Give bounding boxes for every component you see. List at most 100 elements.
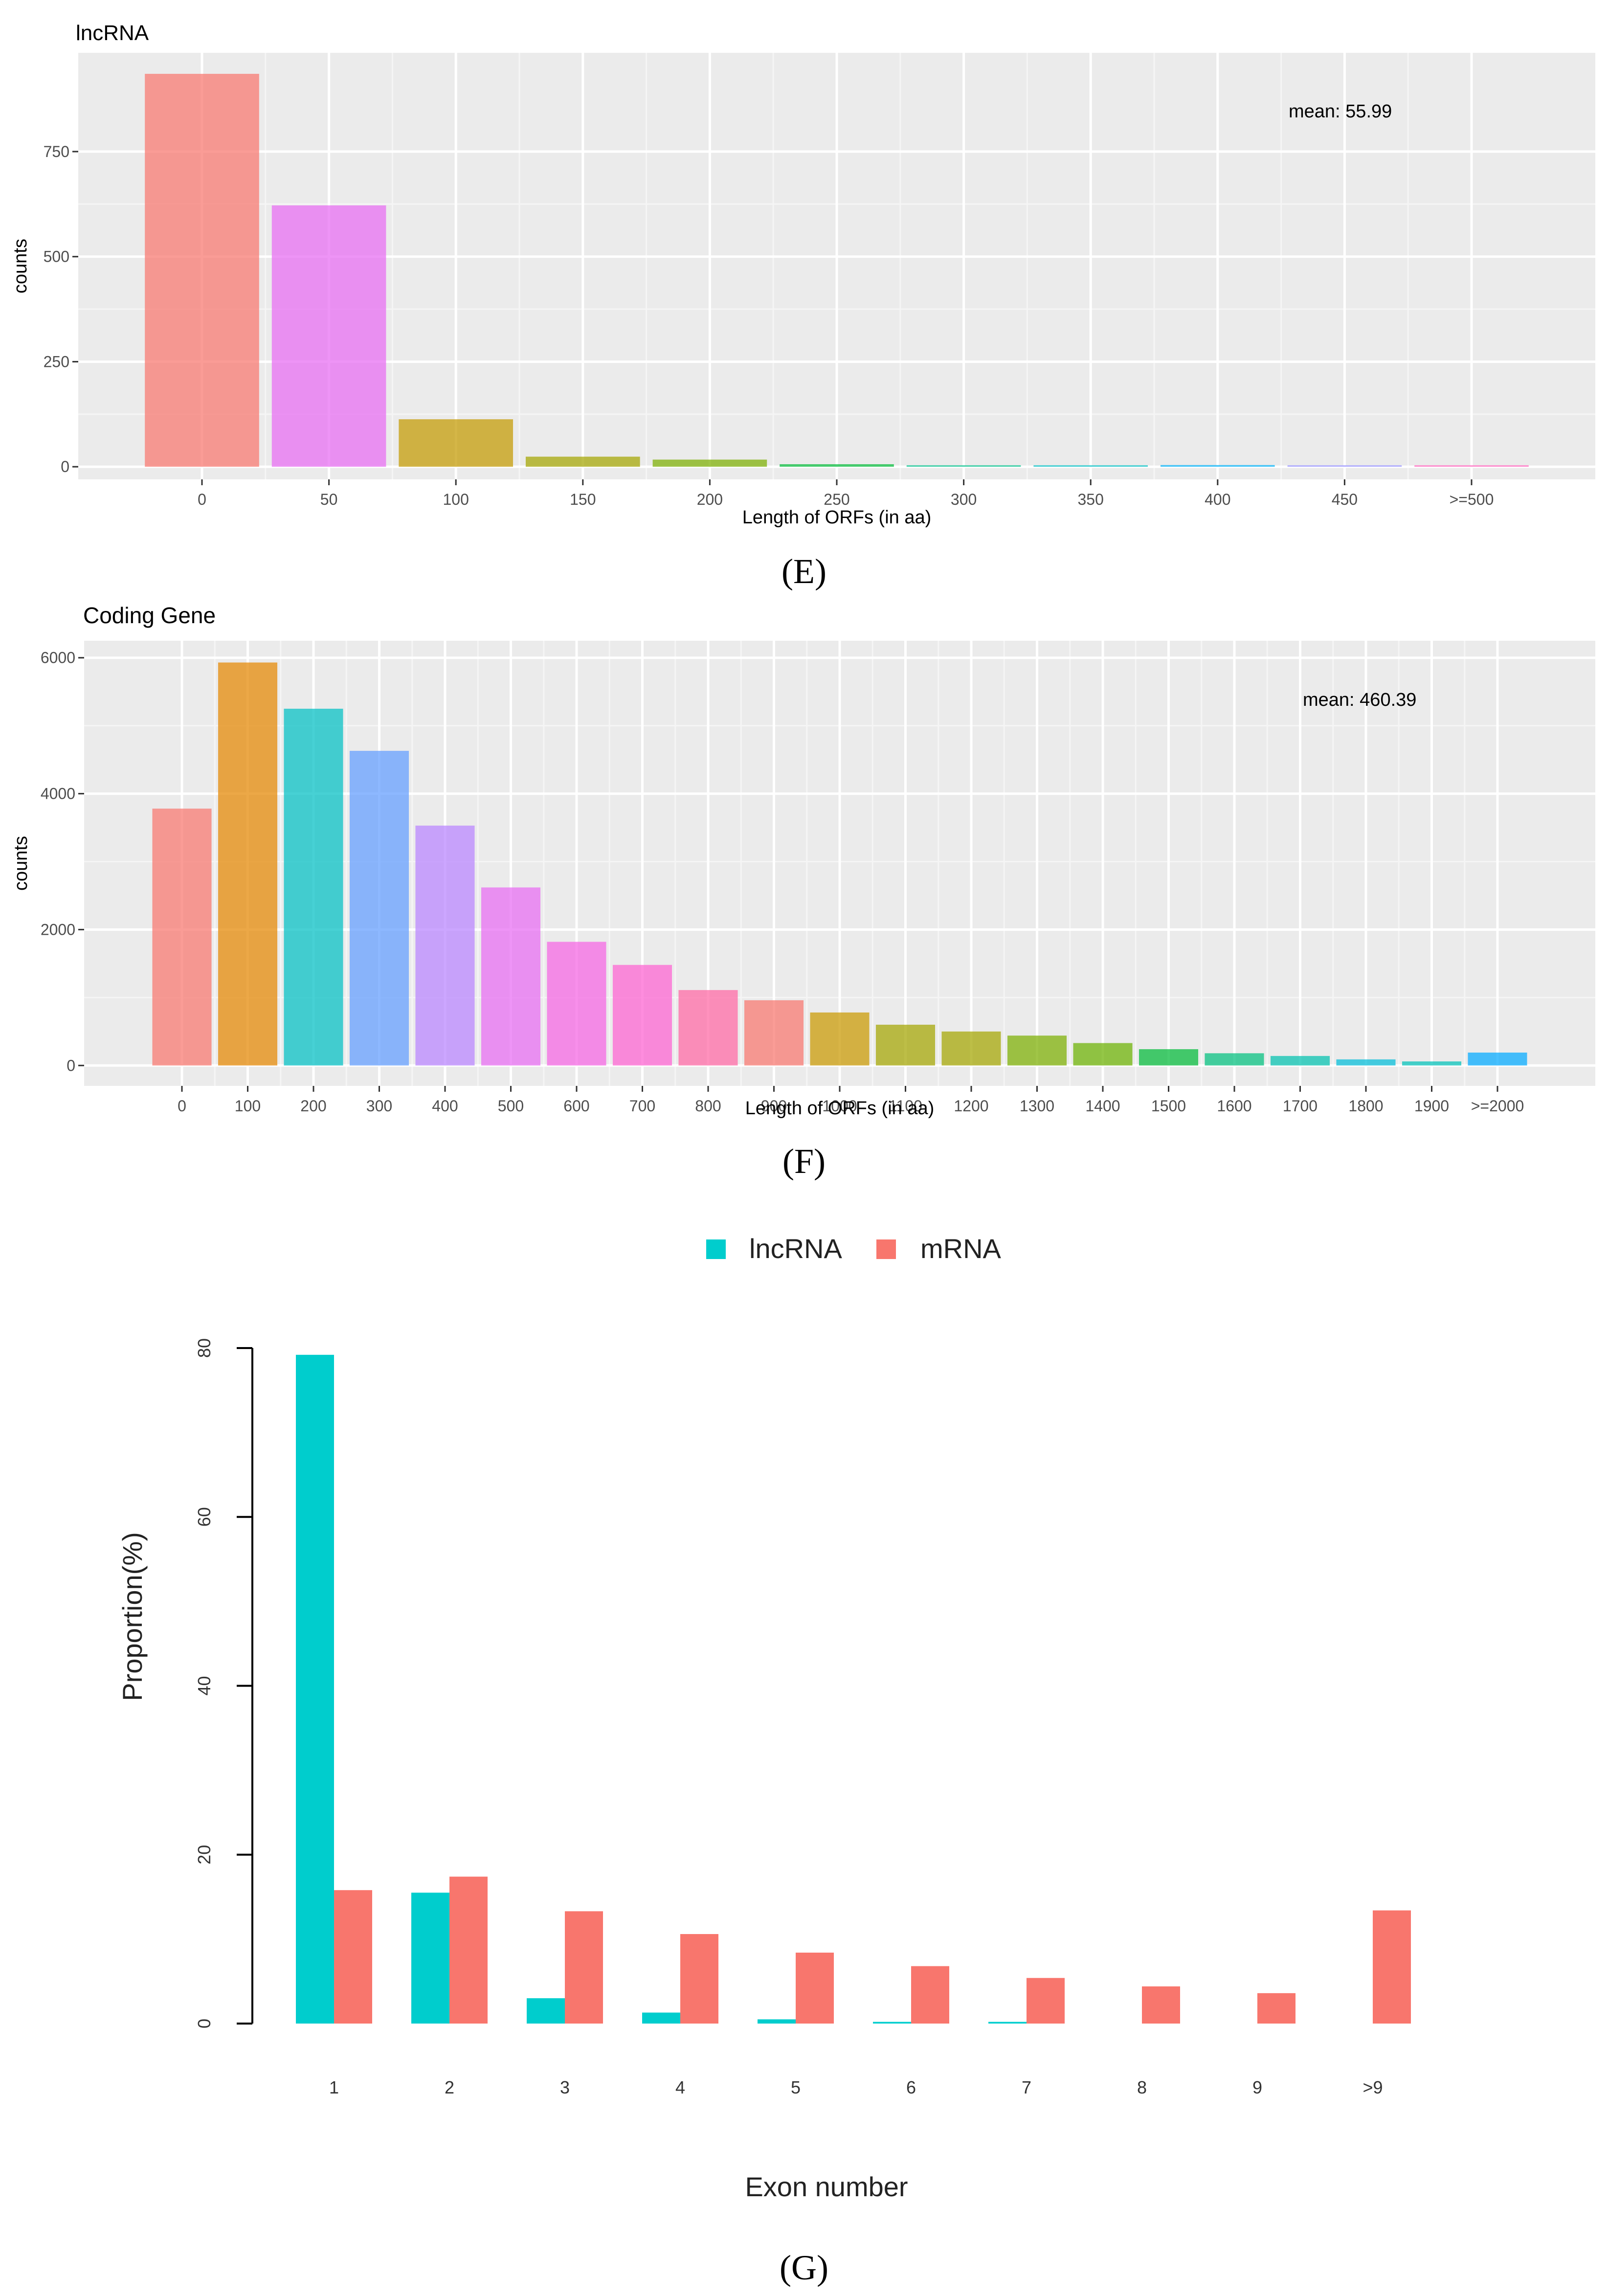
x-axis-label: Length of ORFs (in aa)	[742, 507, 932, 528]
bar-1700	[1270, 1056, 1330, 1066]
x-tick-label: 800	[695, 1097, 721, 1115]
mean-annotation: mean: 55.99	[1289, 101, 1392, 122]
bar-100	[218, 662, 278, 1066]
panel-caption: (E)	[782, 552, 826, 591]
bar-800	[678, 990, 738, 1066]
x-tick-label: 1600	[1217, 1097, 1251, 1115]
bar-300	[349, 751, 409, 1066]
x-tick-label: 200	[697, 491, 723, 508]
x-tick-label: 3	[560, 2077, 570, 2097]
lncrna-orf-chart: 0 250 500 750 0 50 100 150 200 250 300 350 400 450 >=5…	[10, 21, 1595, 591]
bar-lncrna-3	[527, 1998, 565, 2024]
bar-150	[525, 456, 640, 467]
legend-swatch-lncrna	[706, 1239, 726, 1259]
bar-200	[652, 459, 767, 467]
x-tick-label: 100	[235, 1097, 261, 1115]
x-tick-label: >=2000	[1471, 1097, 1524, 1115]
bar-mrna-6	[911, 1966, 949, 2024]
y-axis-label: counts	[10, 239, 31, 293]
panel-e: 0 250 500 750 0 50 100 150 200 250 300 350 400 450 >=5…	[0, 0, 1608, 607]
bar-1400	[1073, 1043, 1133, 1066]
x-tick-label: 150	[570, 491, 596, 508]
bar-1900	[1402, 1061, 1462, 1066]
bar-1300	[1007, 1035, 1067, 1066]
x-tick-label: 5	[791, 2077, 801, 2097]
y-tick-label: 6000	[41, 649, 75, 667]
x-tick-label: 1400	[1085, 1097, 1120, 1115]
x-tick-label: 600	[563, 1097, 589, 1115]
y-tick-label: 2000	[41, 921, 75, 938]
panel-f: 0 2000 4000 6000 0 100 200 300 400 500 600 700 800 90…	[0, 582, 1608, 1198]
x-tick-label: 1	[329, 2077, 339, 2097]
x-tick-label: 250	[824, 491, 849, 508]
x-tick-label: 300	[951, 491, 977, 508]
x-axis-label: Exon number	[745, 2171, 908, 2202]
bar-mrna-8	[1142, 1986, 1180, 2024]
bar-400	[415, 825, 475, 1066]
mean-annotation: mean: 460.39	[1303, 690, 1416, 710]
bar-lncrna-7	[988, 2022, 1027, 2024]
x-tick-label: 9	[1252, 2077, 1262, 2097]
bar-lncrna-6	[873, 2022, 911, 2024]
bar-mrna-2	[449, 1876, 488, 2024]
bar-450	[1287, 465, 1402, 467]
bar->=2000	[1468, 1052, 1527, 1066]
y-axis-label: Proportion(%)	[117, 1532, 148, 1701]
x-tick-label: 1700	[1283, 1097, 1318, 1115]
x-tick-label: 300	[366, 1097, 392, 1115]
x-tick-label: 6	[906, 2077, 916, 2097]
y-tick-label: 20	[194, 1845, 214, 1865]
x-tick-label: 450	[1332, 491, 1358, 508]
bar-mrna-1	[334, 1890, 372, 2024]
bar-500	[481, 887, 541, 1066]
y-tick-label: 500	[44, 248, 69, 266]
bar-1500	[1139, 1049, 1199, 1066]
exon-number-chart: lncRNA mRNA 0 20 40 60 80 1 2 3 4 5 6 7 8 9 >9 Exon numbe…	[117, 1233, 1411, 2287]
bar-1600	[1205, 1053, 1264, 1066]
x-tick-label: 400	[1205, 491, 1230, 508]
legend-label-mrna: mRNA	[920, 1233, 1002, 1264]
bar->=500	[1414, 465, 1529, 467]
bar-mrna-5	[796, 1952, 834, 2024]
bar-350	[1033, 465, 1148, 467]
x-tick-label: 1800	[1348, 1097, 1383, 1115]
y-tick-label: 60	[194, 1507, 214, 1527]
chart-title: lncRNA	[76, 21, 149, 45]
panel-g: lncRNA mRNA 0 20 40 60 80 1 2 3 4 5 6 7 8 9 >9 Exon numbe…	[0, 1198, 1608, 2296]
y-tick-label: 40	[194, 1676, 214, 1695]
x-tick-label: 700	[629, 1097, 655, 1115]
bar-700	[612, 965, 672, 1066]
bar-1800	[1336, 1059, 1396, 1066]
x-tick-label: 200	[300, 1097, 326, 1115]
bar-mrna-3	[565, 1911, 603, 2024]
legend-swatch-mrna	[876, 1239, 896, 1259]
bar-lncrna-1	[296, 1354, 334, 2024]
coding-gene-orf-chart: 0 2000 4000 6000 0 100 200 300 400 500 600 700 800 90…	[11, 603, 1595, 1181]
bar-mrna-4	[680, 1934, 718, 2024]
x-tick-label: >9	[1362, 2077, 1383, 2097]
bar-1100	[875, 1024, 936, 1066]
y-tick-label: 750	[44, 143, 69, 160]
bar-1000	[810, 1012, 870, 1066]
x-axis-label: Length of ORFs (in aa)	[745, 1098, 935, 1119]
legend-label-lncrna: lncRNA	[749, 1233, 842, 1264]
x-tick-label: 1900	[1414, 1097, 1449, 1115]
panel-caption: (F)	[782, 1142, 826, 1181]
bar-400	[1160, 465, 1275, 467]
bar-50	[271, 205, 386, 467]
x-tick-label: 0	[198, 491, 206, 508]
x-tick-label: 2	[445, 2077, 454, 2097]
y-axis-label: counts	[11, 836, 31, 891]
y-tick-label: 4000	[41, 785, 75, 803]
x-tick-label: 500	[498, 1097, 524, 1115]
bar-900	[744, 1000, 804, 1066]
bar-600	[547, 942, 606, 1066]
y-tick-label: 250	[44, 353, 69, 370]
x-tick-label: 1100	[889, 1097, 922, 1115]
x-tick-label: 1000	[822, 1097, 857, 1115]
bar-mrna-7	[1027, 1978, 1065, 2024]
bar-200	[284, 708, 343, 1066]
bar-300	[906, 465, 1021, 467]
y-tick-label: 80	[194, 1338, 214, 1358]
y-tick-label: 0	[194, 2019, 214, 2028]
